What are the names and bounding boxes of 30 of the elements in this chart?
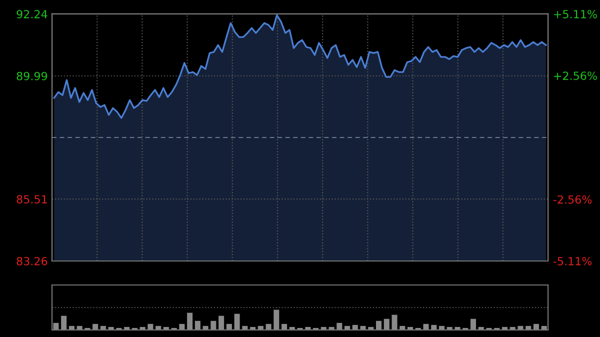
bar (226, 324, 232, 330)
bar (53, 322, 59, 330)
y2-tick-label: +2.56% (554, 72, 597, 80)
y-tick-label: 83.26 (16, 256, 48, 266)
y-tick-label: 92.24 (16, 10, 48, 18)
bar (266, 324, 272, 330)
bar (392, 314, 398, 330)
bar (61, 316, 67, 330)
bar (210, 320, 216, 330)
y-tick-label: 85.51 (16, 195, 47, 204)
y2-tick-label: -2.56% (553, 195, 592, 204)
bar (92, 324, 98, 330)
bar (376, 320, 382, 330)
bar (148, 324, 154, 330)
bar (384, 318, 390, 330)
bar (218, 316, 224, 330)
bar (470, 318, 476, 330)
bar (282, 324, 288, 330)
y2-tick-label: -5.11% (553, 256, 592, 266)
bar (423, 324, 429, 330)
bar (194, 320, 200, 330)
bar (234, 314, 240, 330)
bar (336, 322, 342, 330)
bar (533, 324, 539, 330)
bar (454, 326, 460, 330)
y-tick-label: 89.99 (16, 72, 48, 80)
bar (187, 312, 193, 330)
y2-tick-label: +5.11% (554, 10, 597, 18)
bar (274, 310, 280, 330)
bar (179, 324, 185, 330)
